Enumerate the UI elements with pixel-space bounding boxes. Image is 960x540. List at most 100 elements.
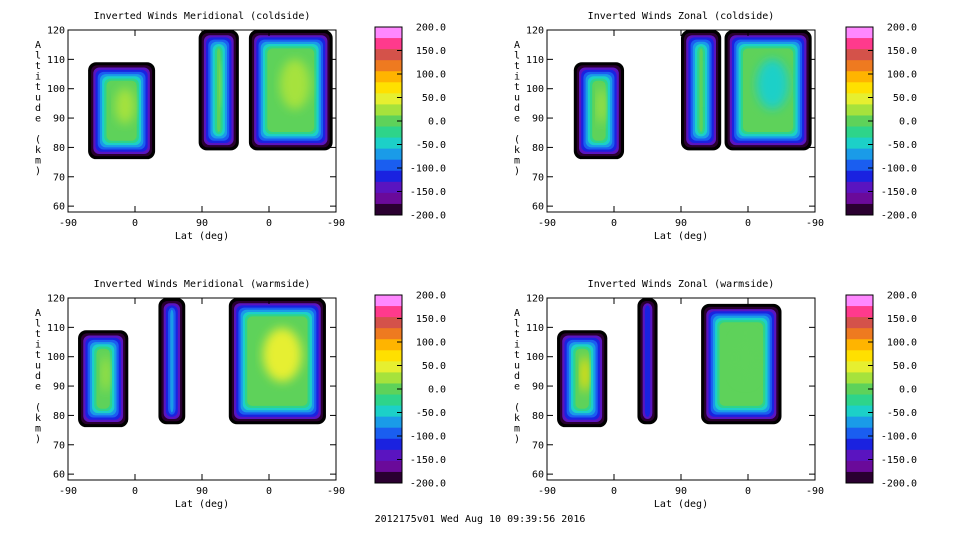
x-tick-label: 90 — [675, 486, 687, 497]
colorbar-swatch — [375, 49, 402, 61]
colorbar-swatch — [375, 416, 402, 429]
colorbar-swatch — [375, 203, 402, 216]
colorbar-swatch — [846, 460, 873, 473]
x-tick-label: 0 — [266, 218, 272, 229]
colorbar-label: 50.0 — [893, 93, 917, 104]
x-axis-label: Lat (deg) — [175, 231, 229, 242]
x-tick-label: -90 — [327, 486, 345, 497]
colorbar-label: 100.0 — [416, 70, 446, 81]
y-tick-label: 70 — [532, 440, 544, 451]
y-tick-label: 120 — [526, 26, 544, 37]
y-tick-label: 100 — [47, 84, 65, 95]
colorbar-swatch — [375, 181, 402, 194]
region-core — [115, 87, 135, 124]
colorbar-label: -150.0 — [881, 455, 917, 466]
region-core — [731, 332, 760, 384]
data-region-3 — [701, 303, 782, 425]
colorbar-swatch — [846, 405, 873, 418]
y-tick-label: 80 — [53, 411, 65, 422]
x-tick-label: 0 — [266, 486, 272, 497]
colorbar-swatch — [375, 295, 402, 307]
colorbar-swatch — [846, 427, 873, 440]
chart-panel-4: Inverted Winds Zonal (warmside) -90 0 90 0 -9… — [514, 279, 917, 510]
colorbar-swatch — [375, 328, 402, 340]
colorbar-swatch — [375, 427, 402, 440]
colorbar-label: -50.0 — [887, 140, 917, 151]
colorbar-label: -200.0 — [881, 479, 917, 490]
colorbar-swatch — [375, 339, 402, 351]
colorbar-swatch — [846, 295, 873, 307]
colorbar-label: 150.0 — [887, 314, 917, 325]
colorbar-swatch — [375, 372, 402, 384]
colorbar-label: -150.0 — [410, 187, 446, 198]
data-region-2 — [158, 298, 186, 425]
colorbar-swatch — [375, 383, 402, 396]
colorbar-label: -100.0 — [410, 164, 446, 175]
chart-title: Inverted Winds Meridional (coldside) — [94, 11, 311, 22]
region-core — [101, 355, 110, 392]
colorbar-swatch — [846, 71, 873, 83]
chart-panel-3: Inverted Winds Meridional (warmside) -90 0… — [35, 279, 446, 510]
colorbar-swatch — [846, 60, 873, 72]
colorbar-swatch — [846, 328, 873, 340]
colorbar-swatch — [846, 438, 873, 451]
region-core — [262, 327, 302, 382]
colorbar-swatch — [846, 306, 873, 318]
y-tick-label: 110 — [526, 55, 544, 66]
colorbar-label: 150.0 — [416, 314, 446, 325]
colorbar-label: 100.0 — [887, 70, 917, 81]
colorbar-swatch — [375, 350, 402, 362]
colorbar-swatch — [375, 104, 402, 116]
y-tick-label: 80 — [53, 143, 65, 154]
y-tick-label: 100 — [526, 352, 544, 363]
region-core — [756, 59, 789, 110]
y-tick-label: 90 — [53, 382, 65, 393]
colorbar-swatch — [846, 416, 873, 429]
colorbar-swatch — [375, 361, 402, 373]
data-region-1 — [88, 62, 156, 160]
x-axis-label: Lat (deg) — [175, 499, 229, 510]
data-region-3 — [248, 30, 333, 151]
y-tick-label: 110 — [526, 323, 544, 334]
data-region-3 — [228, 298, 326, 425]
region-core — [279, 59, 310, 110]
y-tick-label: 60 — [532, 202, 544, 213]
y-tick-label: 110 — [47, 55, 65, 66]
colorbar-label: -100.0 — [881, 432, 917, 443]
data-region-3 — [724, 30, 812, 151]
x-tick-label: -90 — [327, 218, 345, 229]
y-tick-label: 70 — [532, 172, 544, 183]
footer-timestamp: 2012175v01 Wed Aug 10 09:39:56 2016 — [374, 514, 586, 525]
colorbar-label: -50.0 — [416, 408, 446, 419]
colorbar-swatch — [375, 93, 402, 105]
colorbar-swatch — [375, 471, 402, 484]
chart-title: Inverted Winds Meridional (warmside) — [94, 279, 311, 290]
colorbar-swatch — [375, 159, 402, 172]
colorbar-swatch — [846, 126, 873, 139]
plot-area — [88, 30, 333, 160]
colorbar-label: 100.0 — [416, 338, 446, 349]
colorbar-label: 200.0 — [416, 291, 446, 302]
data-region-1 — [78, 330, 129, 428]
chart-panel-1: Inverted Winds Meridional (coldside) -90 0… — [35, 11, 446, 242]
chart-title: Inverted Winds Zonal (warmside) — [588, 279, 775, 290]
colorbar-swatch — [846, 350, 873, 362]
colorbar-swatch — [375, 148, 402, 161]
colorbar-swatch — [375, 38, 402, 50]
colorbar-swatch — [375, 317, 402, 329]
colorbar-swatch — [846, 82, 873, 94]
colorbar-label: 50.0 — [422, 93, 446, 104]
colorbar-swatch — [375, 438, 402, 451]
colorbar-swatch — [846, 471, 873, 484]
y-tick-label: 120 — [47, 26, 65, 37]
region-core — [580, 355, 589, 392]
region-core — [219, 59, 222, 110]
colorbar-label: -200.0 — [410, 211, 446, 222]
colorbar-label: -200.0 — [881, 211, 917, 222]
colorbar-label: 200.0 — [887, 23, 917, 34]
colorbar-swatch — [375, 170, 402, 183]
x-tick-label: -90 — [806, 218, 824, 229]
